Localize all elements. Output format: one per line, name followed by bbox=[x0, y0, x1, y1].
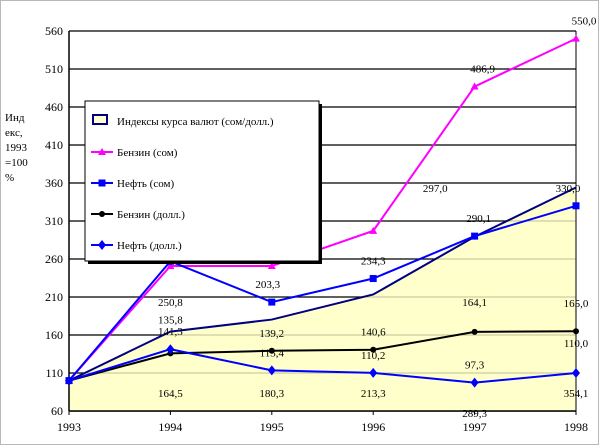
point-gasoline-som bbox=[166, 261, 175, 269]
series-line-oil-usd bbox=[68, 348, 577, 384]
legend-marker-gasoline-som bbox=[98, 148, 106, 155]
y-tick-label: 460 bbox=[45, 100, 63, 114]
data-label: 550,0 bbox=[572, 16, 597, 28]
series-line-gasoline-usd bbox=[68, 330, 577, 382]
y-tick-label: 60 bbox=[51, 404, 63, 418]
y-axis-label: 1993 bbox=[5, 142, 28, 154]
point-gasoline-usd bbox=[471, 328, 478, 335]
y-tick-label: 160 bbox=[45, 328, 63, 342]
data-label: 110,0 bbox=[564, 338, 589, 350]
data-label: 213,3 bbox=[361, 388, 386, 400]
x-tick-label: 1998 bbox=[564, 420, 588, 434]
y-axis-label: екс, bbox=[5, 127, 23, 139]
y-axis-label: Инд bbox=[5, 112, 25, 124]
point-oil-som bbox=[369, 275, 377, 283]
legend-marker-oil-som bbox=[98, 179, 106, 187]
legend-label-gasoline-usd: Бензин (долл.) bbox=[117, 209, 185, 221]
data-label: 164,5 bbox=[158, 388, 183, 400]
point-gasoline-usd bbox=[268, 347, 275, 354]
y-tick-label: 360 bbox=[45, 176, 63, 190]
legend-swatch-exchange-rate-index bbox=[92, 114, 108, 125]
x-tick-label: 1994 bbox=[158, 420, 182, 434]
point-gasoline-som bbox=[470, 82, 479, 90]
y-tick-label: 310 bbox=[45, 214, 63, 228]
point-oil-som bbox=[572, 202, 580, 210]
point-gasoline-som bbox=[267, 261, 276, 269]
data-label: 180,3 bbox=[259, 388, 284, 400]
point-oil-som bbox=[268, 298, 276, 306]
data-label: 486,9 bbox=[470, 64, 495, 76]
point-oil-usd bbox=[267, 365, 276, 376]
legend-marker-oil-usd bbox=[98, 240, 106, 250]
data-label: 250,8 bbox=[158, 297, 183, 309]
y-tick-label: 510 bbox=[45, 62, 63, 76]
y-axis-label: =100 bbox=[5, 157, 28, 169]
data-label: 354,1 bbox=[564, 388, 589, 400]
y-tick-label: 410 bbox=[45, 138, 63, 152]
legend-label-oil-usd: Нефть (долл.) bbox=[117, 240, 182, 252]
series-line-gasoline-som bbox=[68, 37, 577, 382]
area-exchange-rate-outline bbox=[68, 186, 577, 382]
y-tick-label: 260 bbox=[45, 252, 63, 266]
legend-label-oil-som: Нефть (сом) bbox=[117, 178, 174, 190]
legend-box bbox=[84, 100, 320, 262]
point-gasoline-som bbox=[572, 34, 580, 42]
data-label: 297,0 bbox=[423, 183, 448, 195]
series-line-oil-som bbox=[68, 204, 577, 382]
point-oil-som bbox=[471, 232, 479, 240]
point-gasoline-som bbox=[369, 226, 378, 234]
data-label: 290,1 bbox=[466, 213, 491, 225]
data-label: 141,3 bbox=[158, 326, 183, 338]
point-oil-usd bbox=[369, 367, 378, 378]
data-label: 139,2 bbox=[259, 328, 284, 340]
data-label: 165,0 bbox=[564, 298, 589, 310]
point-gasoline-usd bbox=[573, 328, 579, 335]
data-label: 97,3 bbox=[465, 360, 485, 372]
data-label: 110,2 bbox=[361, 350, 385, 362]
x-tick-label: 1993 bbox=[57, 420, 81, 434]
data-label: 140,6 bbox=[361, 327, 386, 339]
point-oil-usd bbox=[470, 377, 479, 388]
y-tick-label: 560 bbox=[45, 24, 63, 38]
data-label: 135,8 bbox=[158, 314, 183, 326]
data-label: 330,0 bbox=[556, 183, 581, 195]
legend-label-gasoline-som: Бензин (сом) bbox=[117, 147, 178, 159]
legend-label-exchange-rate-index: Индексы курса валют (сом/долл.) bbox=[117, 116, 274, 128]
x-tick-label: 1995 bbox=[260, 420, 284, 434]
data-label: 234,3 bbox=[361, 256, 386, 268]
legend-marker-gasoline-usd bbox=[99, 211, 105, 217]
data-label: 164,1 bbox=[462, 297, 487, 309]
point-oil-usd bbox=[166, 344, 175, 355]
point-oil-usd bbox=[572, 368, 580, 378]
y-tick-label: 110 bbox=[45, 366, 63, 380]
point-gasoline-usd bbox=[370, 346, 377, 353]
x-tick-label: 1997 bbox=[463, 420, 487, 434]
data-label: 113,4 bbox=[260, 347, 285, 359]
data-label: 289,3 bbox=[462, 408, 487, 420]
data-label: 203,3 bbox=[255, 279, 280, 291]
y-tick-label: 210 bbox=[45, 290, 63, 304]
y-axis-label: % bbox=[5, 172, 14, 184]
x-tick-label: 1996 bbox=[361, 420, 385, 434]
point-oil-usd bbox=[65, 375, 73, 386]
